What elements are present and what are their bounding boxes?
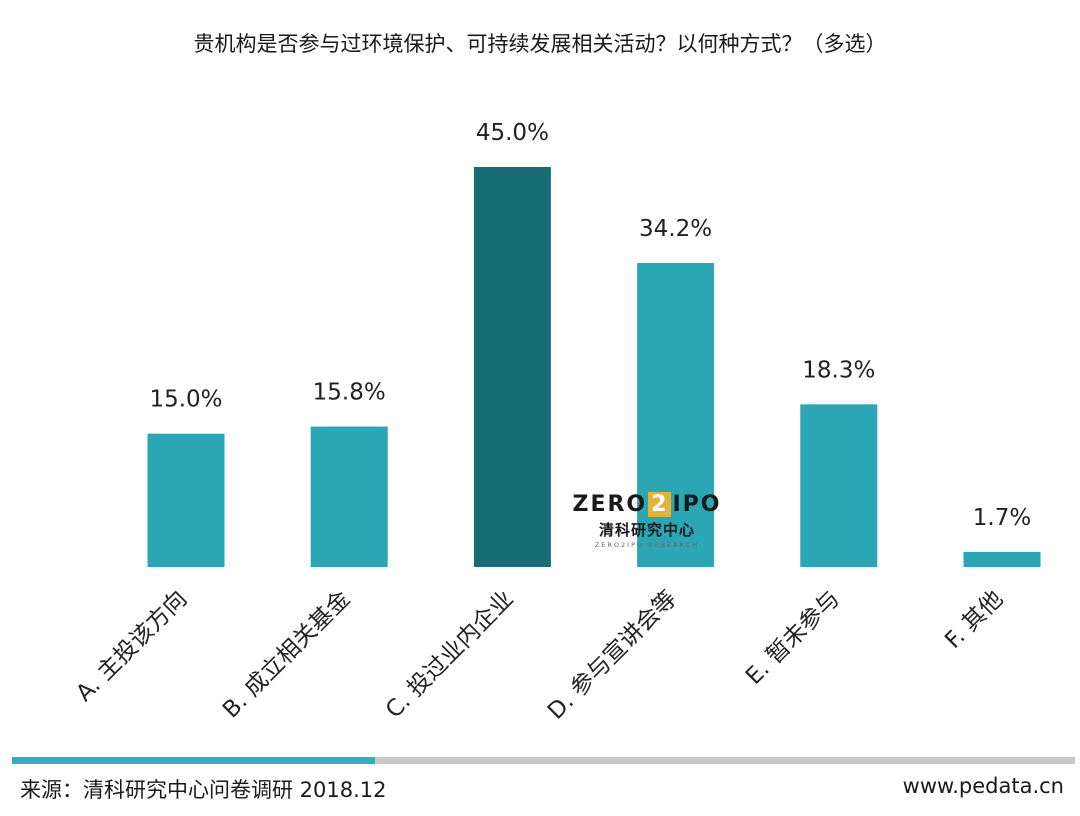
bar-b	[310, 426, 388, 567]
source-note: 来源：清科研究中心问卷调研 2018.12	[20, 778, 387, 802]
website-link[interactable]: www.pedata.cn	[902, 774, 1064, 798]
logo-cn: 清科研究中心	[598, 521, 695, 539]
bar-value-label: 1.7%	[973, 505, 1031, 531]
category-label: C. 投过业内企业	[381, 586, 519, 724]
bar-f	[963, 551, 1041, 567]
category-label: B. 成立相关基金	[218, 586, 355, 723]
zero2ipo-logo: ZERO 2 IPO 清科研究中心 ZERO2IPO RESEARCH	[572, 492, 722, 549]
category-label: A. 主投该方向	[71, 586, 192, 707]
bar-value-label: 15.0%	[149, 387, 222, 413]
category-label: F. 其他	[940, 586, 1008, 654]
bar-a	[147, 433, 225, 567]
logo-en: ZERO2IPO RESEARCH	[594, 541, 700, 549]
bar-value-label: 18.3%	[802, 357, 875, 383]
bar-e	[800, 404, 878, 567]
chart-title: 贵机构是否参与过环境保护、可持续发展相关活动？以何种方式？（多选）	[193, 32, 887, 56]
bar-chart: 15.0% A. 主投该方向 15.8% B. 成立相关基金 45.0% C. 投过业内企…	[71, 120, 1041, 725]
bar-c	[473, 167, 551, 567]
bar-value-label: 15.8%	[313, 380, 386, 406]
category-label: E. 暂未参与	[741, 586, 845, 690]
footer-divider-accent	[12, 757, 375, 764]
bar-value-label: 45.0%	[476, 120, 549, 146]
category-label: D. 参与宣讲会等	[543, 586, 682, 725]
logo-brand: ZERO 2 IPO	[572, 492, 722, 517]
footer-divider	[12, 757, 1075, 764]
bar-value-label: 34.2%	[639, 216, 712, 242]
